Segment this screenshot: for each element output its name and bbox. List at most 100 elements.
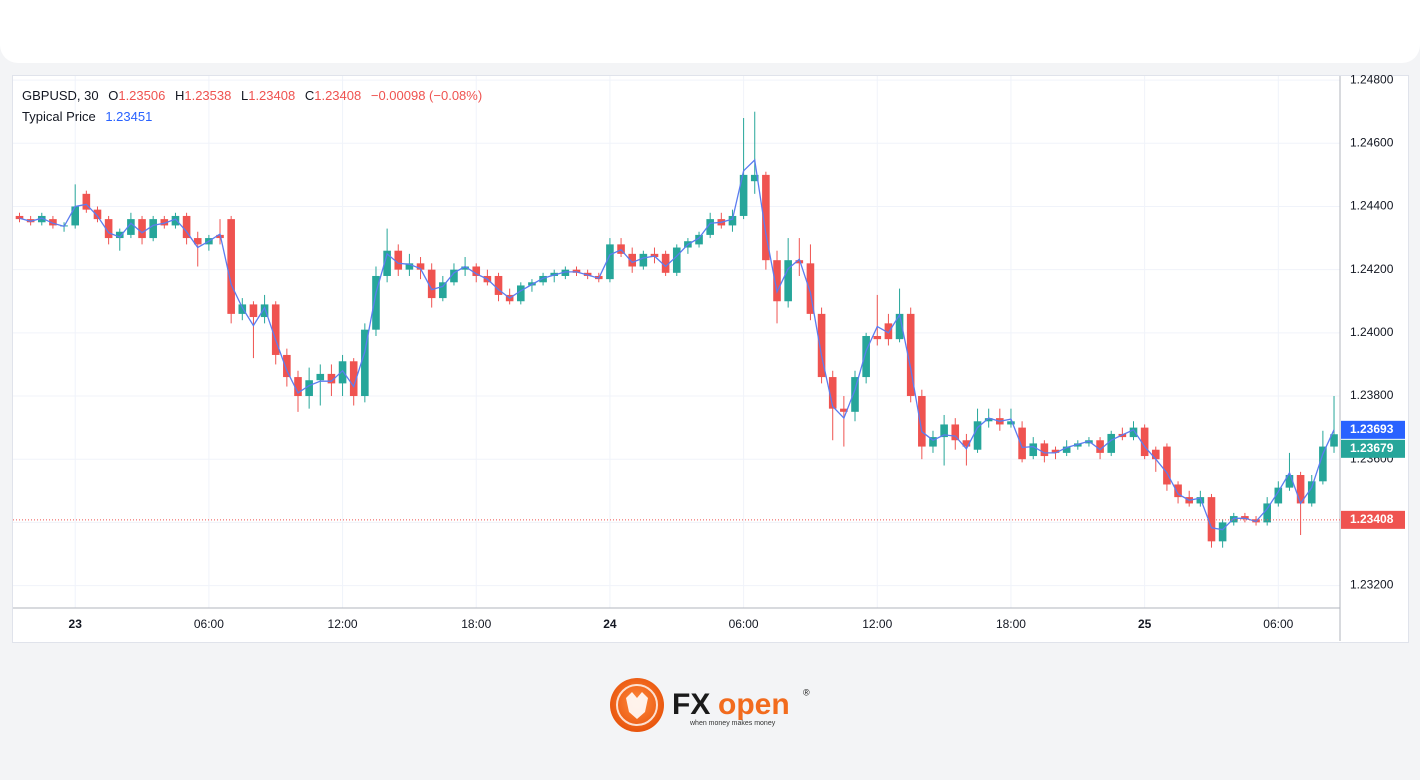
candle-body xyxy=(305,380,313,397)
y-tick-label: 1.24400 xyxy=(1350,199,1394,213)
candle-body xyxy=(138,219,146,239)
candle-body xyxy=(71,206,79,226)
candle-body xyxy=(951,424,960,441)
candle-body xyxy=(1174,484,1182,498)
logo-fx: FX xyxy=(672,688,710,721)
y-tick-label: 1.24600 xyxy=(1350,135,1394,149)
logo-open: open xyxy=(718,688,790,721)
y-tick-label: 1.24000 xyxy=(1350,325,1394,339)
candle-body xyxy=(918,396,926,447)
candle-body xyxy=(383,250,391,276)
candle-body xyxy=(115,231,124,239)
candle-body xyxy=(338,361,347,384)
candle-body xyxy=(260,304,269,318)
candle-body xyxy=(828,377,837,409)
high-value: 1.23538 xyxy=(184,88,232,103)
close-label: C xyxy=(304,88,315,103)
candle-body xyxy=(539,275,547,283)
indicator-value: 1.23451 xyxy=(105,109,153,124)
low-label: L xyxy=(240,88,249,103)
candle-body xyxy=(472,266,481,276)
candle-body xyxy=(1007,421,1015,425)
chart-panel xyxy=(12,75,1409,643)
candle-body xyxy=(349,361,358,397)
candle-body xyxy=(962,440,971,447)
candle-body xyxy=(1140,427,1149,457)
candle-body xyxy=(628,253,636,267)
price-tag: 1.23408 xyxy=(1350,512,1394,526)
candle-body xyxy=(327,373,336,384)
candle-body xyxy=(249,304,258,318)
candle-body xyxy=(283,354,291,378)
candle-body xyxy=(316,373,325,381)
candle-body xyxy=(1018,427,1026,460)
candle-body xyxy=(572,269,581,273)
candle-body xyxy=(895,313,904,340)
candle-body xyxy=(361,329,369,397)
candle-body xyxy=(940,424,948,438)
candle-body xyxy=(1051,449,1060,453)
x-tick-label: 25 xyxy=(1138,617,1152,631)
candle-body xyxy=(238,304,247,314)
candle-body xyxy=(271,304,280,355)
candle-body xyxy=(672,247,681,273)
candle-body xyxy=(1285,475,1294,488)
candle-body xyxy=(93,209,102,220)
candle-body xyxy=(650,253,659,258)
logo-tagline: when money makes money xyxy=(689,720,776,727)
candle-body xyxy=(394,250,403,270)
close-value: 1.23408 xyxy=(314,88,362,103)
candle-body xyxy=(49,219,57,226)
candle-body xyxy=(294,377,302,397)
candle-body xyxy=(561,269,570,276)
candle-body xyxy=(762,174,770,261)
candle-body xyxy=(795,260,804,264)
candle-body xyxy=(817,313,826,378)
candle-body xyxy=(706,219,714,235)
candle-body xyxy=(1096,440,1104,453)
candle-body xyxy=(439,282,447,299)
candle-body xyxy=(37,215,46,223)
candle-body xyxy=(494,275,503,295)
candle-body xyxy=(104,219,113,239)
candle-body xyxy=(15,215,24,220)
candle-body xyxy=(1207,497,1216,542)
candle-body xyxy=(450,269,458,283)
high-label: H xyxy=(174,88,185,103)
candle-body xyxy=(182,215,191,239)
candle-body xyxy=(171,215,180,226)
price-tag-bg xyxy=(1341,439,1405,458)
candle-body xyxy=(416,263,425,270)
open-label: O xyxy=(108,88,119,103)
candle-body xyxy=(1307,481,1316,504)
logo: FX open ® when money makes money xyxy=(610,678,810,732)
price-tag-bg xyxy=(1341,420,1405,439)
typical-price-line xyxy=(19,158,1335,531)
candle-body xyxy=(461,266,469,270)
x-tick-label: 12:00 xyxy=(862,617,892,631)
candle-body xyxy=(1040,443,1049,457)
x-tick-label: 12:00 xyxy=(328,617,358,631)
candle-body xyxy=(806,263,815,314)
indicator-row: Typical Price 1.23451 xyxy=(22,106,482,127)
candle-body xyxy=(1129,427,1138,438)
candle-body xyxy=(1029,443,1038,457)
x-tick-label: 06:00 xyxy=(1263,617,1293,631)
candle-body xyxy=(1218,522,1227,542)
candle-body xyxy=(127,219,135,235)
candle-body xyxy=(784,260,792,302)
candle-body xyxy=(427,269,436,299)
candle-body xyxy=(884,323,893,340)
candle-body xyxy=(1107,433,1116,453)
candle-body xyxy=(1296,475,1305,504)
candle-body xyxy=(695,234,703,245)
candle-body xyxy=(149,219,157,239)
candle-body xyxy=(750,174,759,182)
candle-body xyxy=(1263,503,1271,523)
candle-body xyxy=(728,215,737,226)
y-tick-label: 1.24200 xyxy=(1350,262,1394,276)
logo-bull xyxy=(626,692,648,719)
candle-body xyxy=(984,418,993,422)
candle-body xyxy=(82,193,91,210)
